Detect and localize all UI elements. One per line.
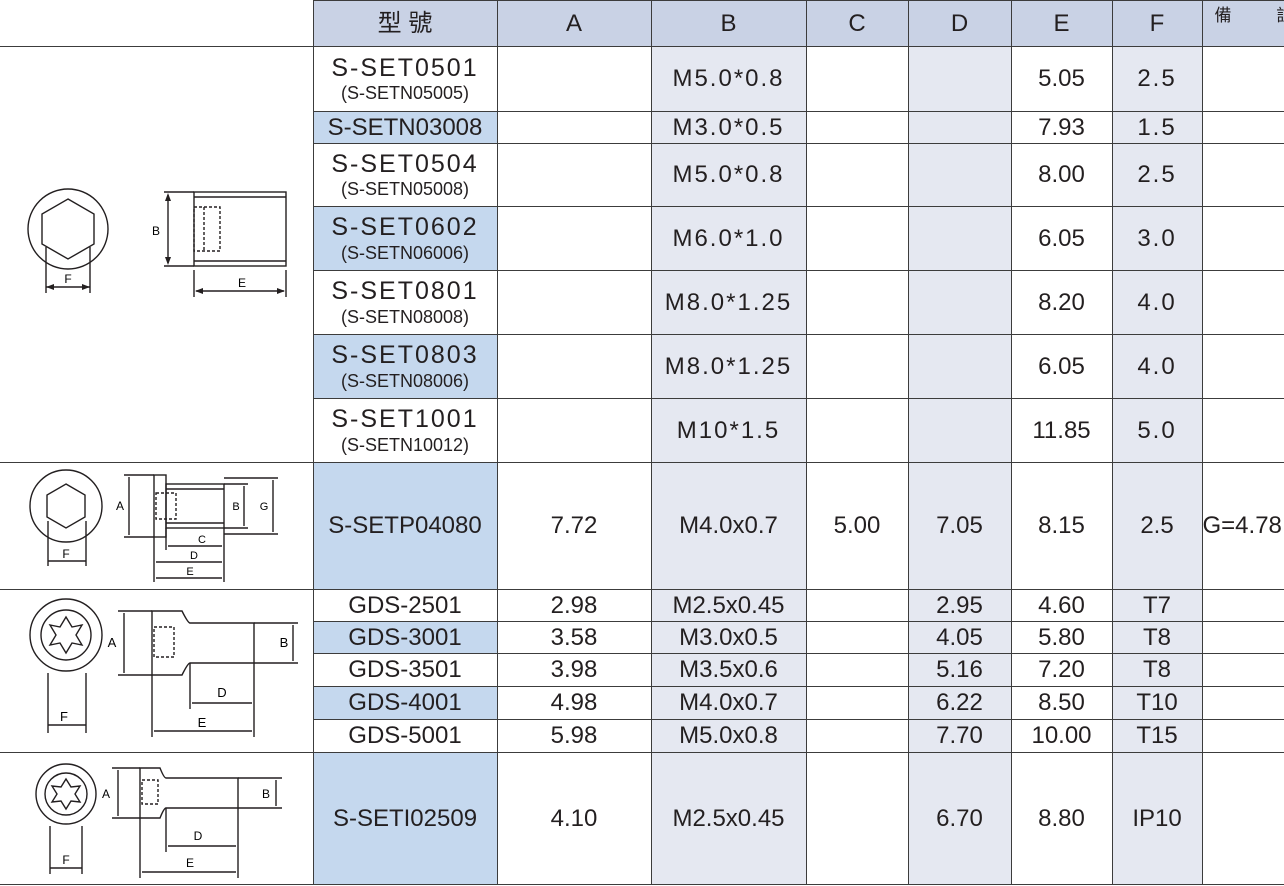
model-cell: S-SET0801 (S-SETN08008) (312, 270, 498, 335)
header-model: 型 號 (312, 0, 498, 47)
header-c: C (805, 0, 909, 47)
figure-label-e: E (238, 276, 246, 290)
figure-flanged-screw: F A B G C D E (0, 462, 314, 590)
header-row: 型 號 A B C D E F 備 註 (0, 0, 1284, 47)
table-row: F A B D E GDS-2501 2.98 M2.5x0.45 2.95 4… (0, 589, 1284, 753)
figure-label-e: E (187, 566, 194, 578)
figure-label-f: F (63, 547, 70, 561)
table-row: F A B D E S-SETI02509 4.10 M2.5x0.45 6.7… (0, 752, 1284, 885)
figure-label-d: D (190, 550, 198, 562)
table-row: GDS-3501 3.98 M3.5x0.6 5.16 7.20 T8 (0, 653, 1284, 687)
header-d: D (907, 0, 1012, 47)
model-cell: GDS-3001 (312, 621, 498, 654)
figure-label-f: F (63, 853, 70, 867)
figure-label-b: B (233, 501, 240, 513)
table-row: S-SETN03008 M3.0*0.5 7.93 1.5 (0, 111, 1284, 144)
header-figure-blank (0, 0, 314, 47)
figure-hex-set-screw: F B E (0, 46, 314, 463)
table-row: S-SET0801 (S-SETN08008) M8.0*1.25 8.20 4.… (0, 270, 1284, 335)
model-cell: S-SET0803 (S-SETN08006) (312, 334, 498, 399)
figure-label-g: G (260, 501, 269, 513)
figure-label-b: B (280, 635, 289, 650)
figure-label-e: E (198, 715, 207, 730)
figure-label-e: E (186, 856, 194, 870)
header-f: F (1111, 0, 1203, 47)
flanged-screw-drawing: F A B G C D E (29, 469, 279, 582)
header-b: B (650, 0, 807, 47)
figure-label-a: A (116, 499, 124, 513)
table-row: GDS-4001 4.98 M4.0x0.7 6.22 8.50 T10 (0, 686, 1284, 720)
figure-label-d: D (194, 829, 203, 843)
torx-plus-screw-drawing: F A B D E (35, 762, 283, 878)
model-cell: S-SET0501 (S-SETN05005) (312, 46, 498, 112)
table-row: S-SET1001 (S-SETN10012) M10*1.5 11.85 5.0 (0, 398, 1284, 463)
model-cell: S-SETI02509 (312, 752, 498, 885)
table-row: F A B G C D E S-SETP04080 7.72 M4.0x0.7 … (0, 462, 1284, 590)
model-cell: S-SETN03008 (312, 111, 498, 144)
model-cell: S-SET0504 (S-SETN05008) (312, 143, 498, 207)
table-row: S-SET0602 (S-SETN06006) M6.0*1.0 6.05 3.0 (0, 206, 1284, 271)
figure-label-b: B (152, 224, 160, 238)
model-cell: GDS-5001 (312, 719, 498, 753)
torx-screw-drawing: F A B D E (29, 598, 299, 737)
model-cell: S-SET0602 (S-SETN06006) (312, 206, 498, 271)
figure-label-b: B (262, 787, 270, 801)
figure-torx-screw: F A B D E (0, 589, 314, 753)
table-row: F B E S-SET0501 (S-SETN05005) M5.0*0.8 5.… (0, 46, 1284, 463)
figure-label-f: F (65, 272, 72, 286)
model-cell: GDS-4001 (312, 686, 498, 720)
table-row: GDS-5001 5.98 M5.0x0.8 7.70 10.00 T15 (0, 719, 1284, 753)
table-row: S-SET0803 (S-SETN08006) M8.0*1.25 6.05 4.… (0, 334, 1284, 399)
header-e: E (1010, 0, 1113, 47)
model-cell: GDS-2501 (312, 589, 498, 622)
figure-label-d: D (218, 685, 227, 700)
model-cell: GDS-3501 (312, 653, 498, 687)
header-note: 備 註 (1201, 0, 1284, 47)
header-a: A (496, 0, 652, 47)
figure-label-f: F (60, 709, 68, 724)
model-cell: S-SETP04080 (312, 462, 498, 590)
figure-label-c: C (198, 534, 206, 546)
figure-torx-plus-screw: F A B D E (0, 752, 314, 885)
figure-label-a: A (108, 635, 117, 650)
figure-label-a: A (102, 787, 110, 801)
hex-set-screw-drawing: F B E (27, 187, 287, 297)
model-cell: S-SET1001 (S-SETN10012) (312, 398, 498, 463)
